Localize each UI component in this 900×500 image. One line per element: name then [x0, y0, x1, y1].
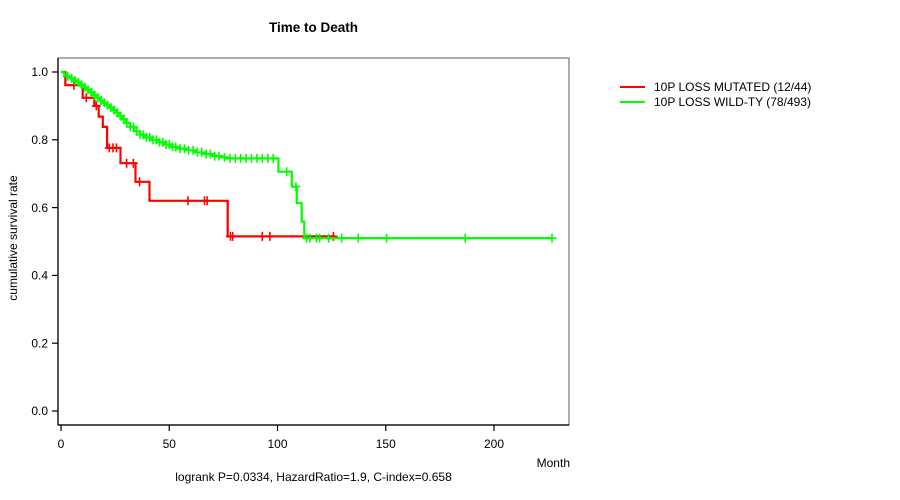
censor-mark [179, 144, 189, 154]
x-tick-label: 150 [376, 437, 396, 451]
legend-line-swatch-green [620, 100, 645, 103]
legend-label: 10P LOSS WILD-TY (78/493) [654, 94, 811, 109]
censor-mark [328, 231, 338, 241]
legend-line-swatch-red [620, 85, 645, 88]
y-tick-label: 0.4 [31, 269, 48, 283]
censor-mark [197, 147, 207, 157]
censor-mark [171, 142, 181, 152]
censor-mark [282, 167, 292, 177]
censor-mark [547, 233, 557, 243]
censor-mark [315, 233, 325, 243]
y-tick-label: 0.8 [31, 133, 48, 147]
censor-mark [81, 93, 91, 103]
censor-mark [220, 152, 229, 162]
censor-mark [128, 158, 138, 168]
censor-mark [91, 101, 101, 111]
survival-curve-mutated [61, 70, 336, 238]
censor-mark [183, 196, 193, 206]
censor-mark [214, 151, 224, 161]
censor-mark [460, 233, 470, 243]
y-tick-label: 0.2 [31, 336, 48, 350]
censor-mark [188, 145, 198, 155]
censor-mark [228, 231, 238, 241]
plot-frame [57, 57, 570, 426]
censor-mark [257, 231, 267, 241]
censor-mark [63, 71, 72, 81]
censor-mark [265, 231, 275, 241]
stats-caption: logrank P=0.0334, HazardRatio=1.9, C-ind… [175, 470, 452, 484]
censor-mark [337, 233, 347, 243]
censor-mark [268, 153, 278, 163]
legend-item-mutated: 10P LOSS MUTATED (12/44) [620, 79, 811, 94]
x-tick-label: 200 [484, 437, 504, 451]
legend-item-wildtype: 10P LOSS WILD-TY (78/493) [620, 94, 811, 109]
y-axis-title: cumulative survival rate [6, 175, 20, 301]
y-tick-label: 0.0 [31, 404, 48, 418]
censor-mark [205, 149, 215, 159]
legend-label: 10P LOSS MUTATED (12/44) [654, 79, 812, 94]
censor-mark [291, 182, 301, 192]
x-tick-label: 0 [58, 437, 65, 451]
legend: 10P LOSS MUTATED (12/44) 10P LOSS WILD-T… [620, 79, 811, 109]
x-tick-label: 100 [267, 437, 287, 451]
censor-mark [111, 143, 121, 153]
x-tick-label: 50 [163, 437, 177, 451]
censor-mark [382, 233, 392, 243]
censor-mark [324, 233, 334, 243]
y-tick-label: 1.0 [31, 65, 48, 79]
y-tick-label: 0.6 [31, 201, 48, 215]
censor-mark [135, 177, 145, 187]
survival-curve-wildtype [61, 70, 552, 240]
x-axis-unit-label: Month [536, 456, 570, 470]
chart-title: Time to Death [268, 20, 358, 35]
censor-mark [353, 233, 363, 243]
censor-mark [202, 196, 212, 206]
